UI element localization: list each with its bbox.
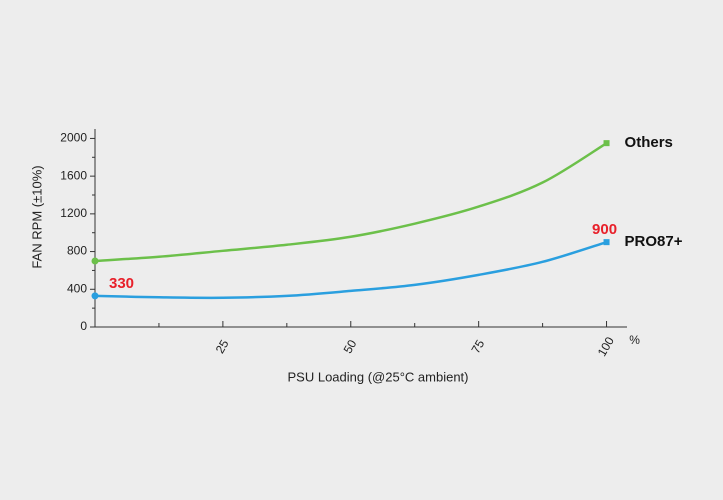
y-tick-label: 1600: [60, 168, 87, 182]
data-label: 330: [109, 275, 134, 292]
y-tick-label: 400: [67, 281, 87, 295]
y-axis-label: FAN RPM (±10%): [29, 165, 44, 268]
x-axis-label: PSU Loading (@25°C ambient): [288, 369, 469, 384]
data-label: 900: [592, 221, 617, 238]
y-tick-label: 800: [67, 244, 87, 258]
series-label: Others: [625, 134, 673, 151]
start-marker: [91, 257, 99, 265]
y-tick-label: 2000: [60, 131, 87, 145]
y-tick-label: 0: [80, 319, 87, 333]
line: [94, 240, 607, 300]
x-tick-label: 50: [341, 337, 360, 356]
y-tick-label: 1200: [60, 206, 87, 220]
end-marker: [603, 140, 610, 147]
line: [94, 142, 608, 263]
end-marker: [603, 239, 610, 246]
x-unit: %: [629, 333, 640, 347]
x-tick-label: 25: [213, 337, 232, 356]
x-tick-label: 75: [469, 337, 488, 356]
series-label: PRO87+: [625, 233, 683, 250]
start-marker: [91, 292, 99, 300]
